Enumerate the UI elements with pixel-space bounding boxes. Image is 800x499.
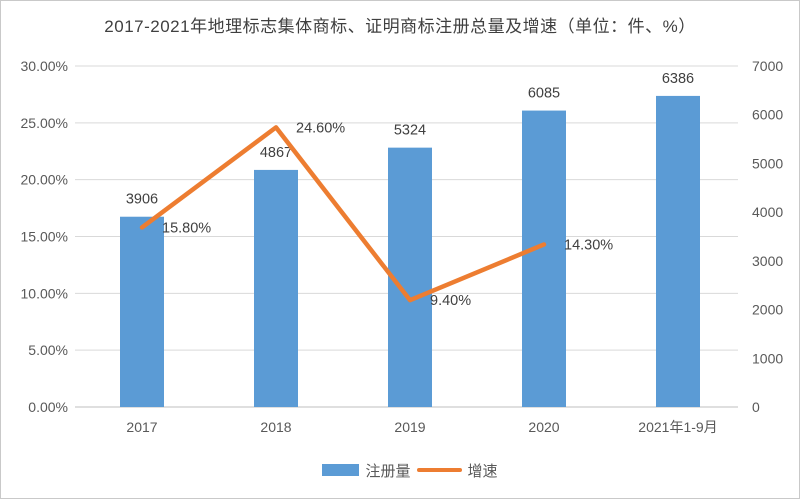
line-value-label: 15.80%	[162, 220, 211, 236]
bar	[522, 110, 566, 407]
left-axis-tick: 5.00%	[28, 342, 68, 358]
right-axis-tick: 3000	[752, 253, 783, 269]
legend-item-registrations: 注册量	[322, 460, 411, 481]
left-axis-tick: 30.00%	[21, 58, 68, 74]
line-value-label: 14.30%	[564, 237, 613, 253]
bar	[656, 95, 700, 407]
x-axis-label: 2018	[260, 419, 291, 435]
line-value-label: 9.40%	[430, 293, 471, 309]
growth-line	[139, 125, 547, 303]
right-axis-tick: 5000	[752, 155, 783, 171]
line-series-swatch-icon	[416, 467, 462, 473]
bar-value-label: 5324	[394, 123, 426, 139]
legend-item-growth: 增速	[416, 460, 498, 481]
chart-legend: 注册量 增速	[75, 459, 745, 481]
right-axis-tick: 4000	[752, 204, 783, 220]
x-axis-label: 2020	[528, 419, 559, 435]
line-value-label: 24.60%	[296, 120, 345, 136]
bar-series-swatch-icon	[322, 464, 360, 476]
left-axis-tick: 0.00%	[28, 399, 68, 415]
right-axis-tick: 2000	[752, 302, 783, 318]
right-axis-tick: 1000	[752, 350, 783, 366]
bar	[254, 169, 298, 407]
bar	[120, 216, 164, 407]
left-axis-tick: 20.00%	[21, 172, 68, 188]
left-axis-tick: 10.00%	[21, 285, 68, 301]
right-axis-tick: 6000	[752, 107, 783, 123]
bar-value-label: 4867	[260, 145, 292, 161]
x-axis-label: 2021年1-9月	[638, 419, 717, 435]
left-axis-tick: 15.00%	[21, 229, 68, 245]
chart-title: 2017-2021年地理标志集体商标、证明商标注册总量及增速（单位：件、%）	[104, 17, 696, 36]
left-axis-tick: 25.00%	[21, 115, 68, 131]
x-axis-label: 2019	[394, 419, 425, 435]
bar-value-label: 6085	[528, 86, 560, 102]
bar	[388, 147, 432, 407]
bar-value-label: 6386	[662, 71, 694, 87]
right-axis-tick: 0	[752, 399, 760, 415]
x-axis-label: 2017	[126, 419, 157, 435]
bar-value-label: 3906	[126, 192, 158, 208]
legend-label-growth: 增速	[467, 462, 498, 480]
legend-label-registrations: 注册量	[365, 462, 411, 480]
right-axis-tick: 7000	[752, 58, 783, 74]
